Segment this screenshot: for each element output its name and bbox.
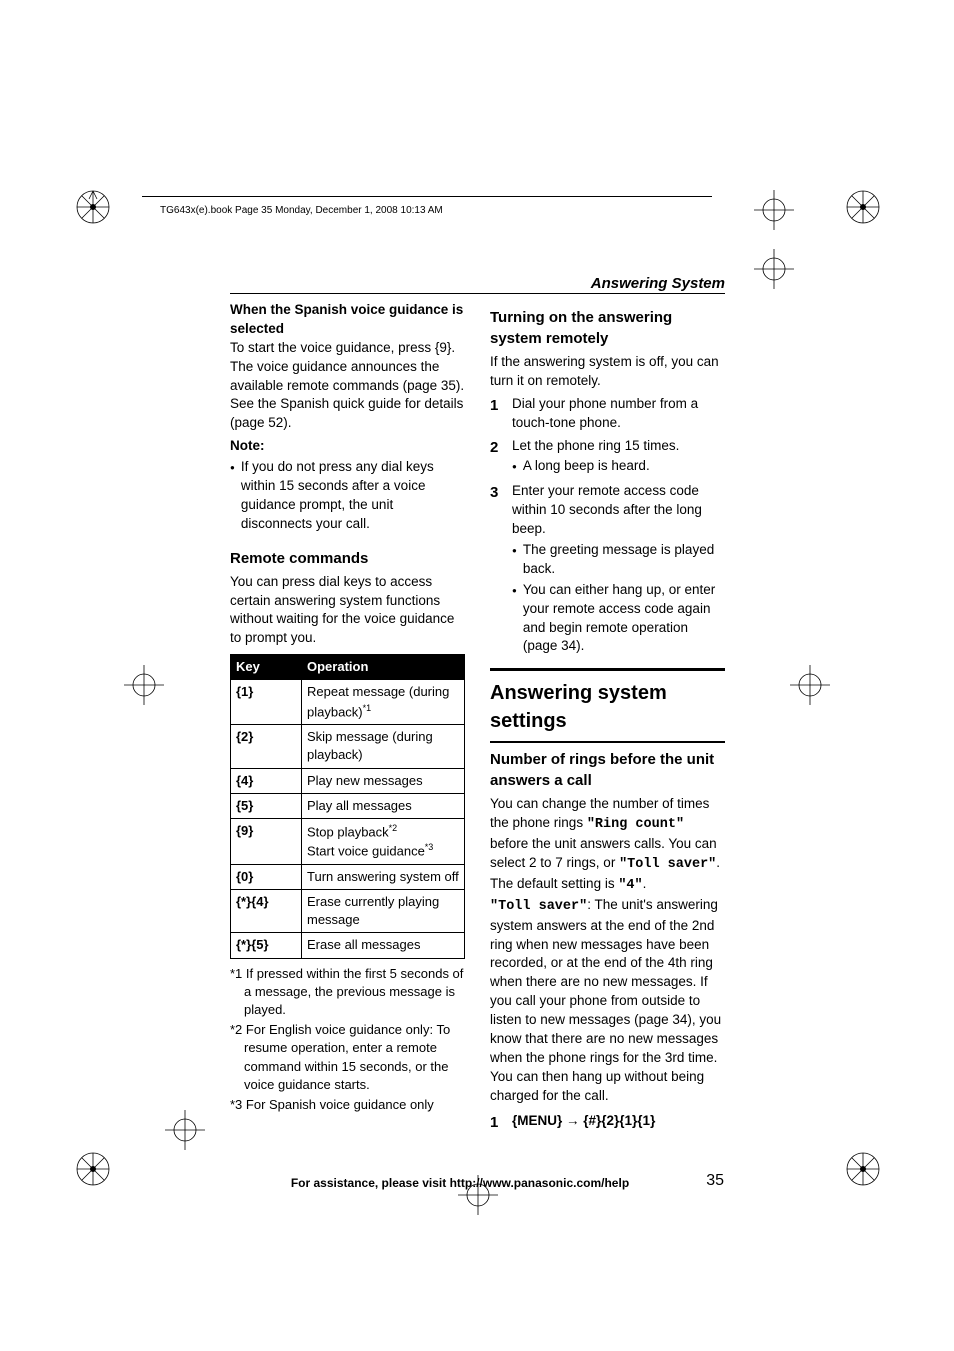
note-item: If you do not press any dial keys within…: [241, 458, 465, 534]
table-row: {0} Turn answering system off: [231, 864, 465, 889]
note-label: Note:: [230, 437, 465, 456]
table-row: {5} Play all messages: [231, 793, 465, 818]
rings-paragraph-2: The default setting is "4".: [490, 875, 725, 896]
step-3: Enter your remote access code within 10 …: [512, 482, 725, 539]
spanish-paragraph: To start the voice guidance, press {9}. …: [230, 339, 465, 433]
registration-mark-icon: [845, 189, 881, 225]
menu-step: {MENU} → {#}{2}{1}{1}: [512, 1112, 655, 1133]
step-3-bullet-2: You can either hang up, or enter your re…: [523, 581, 725, 657]
rings-paragraph-3: "Toll saver": The unit's answering syste…: [490, 896, 725, 1106]
crosshair-icon: [754, 190, 794, 230]
registration-mark-icon: [845, 1151, 881, 1187]
document-header: TG643x(e).book Page 35 Monday, December …: [160, 205, 443, 216]
table-row: {9} Stop playback*2Start voice guidance*…: [231, 818, 465, 864]
thin-rule: [490, 741, 725, 743]
header-rule: [142, 196, 712, 197]
thick-rule: [490, 668, 725, 671]
turn-on-heading: Turning on the answering system remotely: [490, 307, 725, 349]
section-rule: [230, 293, 725, 294]
remote-commands-heading: Remote commands: [230, 548, 465, 569]
page-number: 35: [706, 1172, 724, 1190]
step-1: Dial your phone number from a touch-tone…: [512, 395, 725, 433]
content-area: Answering System When the Spanish voice …: [230, 273, 725, 1137]
table-row: {1} Repeat message (during playback)*1: [231, 680, 465, 725]
crosshair-icon: [124, 665, 164, 705]
left-column: When the Spanish voice guidance is selec…: [230, 301, 465, 1137]
table-header-op: Operation: [302, 655, 465, 680]
rings-paragraph-1: You can change the number of times the p…: [490, 795, 725, 875]
crosshair-icon: [165, 1110, 205, 1150]
step-3-bullet-1: The greeting message is played back.: [523, 541, 725, 579]
table-row: {2} Skip message (during playback): [231, 725, 465, 768]
remote-commands-intro: You can press dial keys to access certai…: [230, 573, 465, 649]
section-header: Answering System: [591, 273, 725, 294]
spanish-heading: When the Spanish voice guidance is selec…: [230, 301, 465, 339]
settings-heading: Answering system settings: [490, 679, 725, 735]
table-header-key: Key: [231, 655, 302, 680]
crosshair-icon: [790, 665, 830, 705]
table-row: {*}{5} Erase all messages: [231, 933, 465, 958]
page: TG643x(e).book Page 35 Monday, December …: [0, 0, 954, 1351]
step-2-bullet: A long beep is heard.: [523, 457, 650, 476]
footnote-3: *3 For Spanish voice guidance only: [230, 1096, 465, 1114]
registration-mark-icon: [75, 1151, 111, 1187]
registration-mark-icon: [75, 189, 111, 225]
table-row: {*}{4} Erase currently playing message: [231, 890, 465, 933]
turn-on-intro: If the answering system is off, you can …: [490, 353, 725, 391]
rings-heading: Number of rings before the unit answers …: [490, 749, 725, 791]
step-2: Let the phone ring 15 times.: [512, 437, 679, 456]
footnote-2: *2 For English voice guidance only: To r…: [230, 1021, 465, 1094]
footer-assistance: For assistance, please visit http://www.…: [230, 1176, 690, 1190]
crosshair-icon: [754, 249, 794, 289]
table-row: {4} Play new messages: [231, 768, 465, 793]
remote-commands-table: Key Operation {1} Repeat message (during…: [230, 654, 465, 958]
footnote-1: *1 If pressed within the first 5 seconds…: [230, 965, 465, 1020]
right-column: Turning on the answering system remotely…: [490, 301, 725, 1137]
